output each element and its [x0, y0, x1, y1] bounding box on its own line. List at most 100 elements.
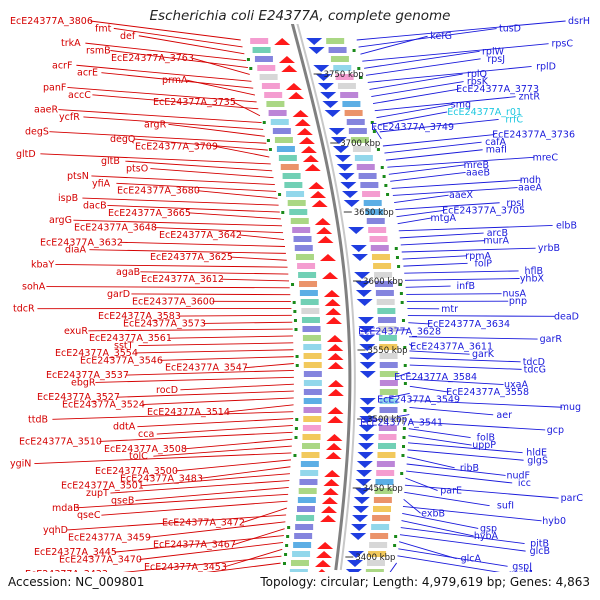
left-gene-label[interactable]: EcE24377A_3459 — [68, 532, 151, 543]
right-gene-label[interactable]: mafI — [486, 145, 507, 156]
right-gene-label[interactable]: aaeX — [449, 190, 473, 201]
right-gene-label[interactable]: mreC — [533, 152, 559, 163]
right-gene-label[interactable]: elbB — [556, 220, 577, 231]
right-gene-label[interactable]: parC — [561, 493, 584, 504]
right-gene-label[interactable]: yrbB — [538, 243, 560, 254]
left-gene-label[interactable]: EcE24377A_3445 — [34, 547, 117, 558]
left-gene-label[interactable]: EcE24377A_3632 — [40, 237, 123, 248]
right-gene-label[interactable]: EcE24377A_3584 — [394, 372, 477, 383]
left-gene-label[interactable]: EcE24377A_3470 — [59, 554, 142, 565]
right-gene-label[interactable]: folP — [474, 258, 492, 269]
right-gene-label[interactable]: deaD — [554, 311, 579, 322]
right-gene-label[interactable]: arcB — [487, 228, 508, 239]
left-gene-label[interactable]: EcE24377A_3508 — [104, 444, 187, 455]
left-gene-label[interactable]: ispB — [58, 193, 78, 204]
right-gene-label[interactable]: mdh — [520, 175, 541, 186]
left-gene-label[interactable]: EcE24377A_3583 — [98, 311, 181, 322]
left-gene-label[interactable]: EcE24377A_3680 — [117, 186, 200, 197]
right-gene-label[interactable]: pnp — [509, 296, 527, 307]
right-gene-label[interactable]: rpmA — [465, 251, 491, 262]
left-gene-label[interactable]: EcE24377A_3625 — [150, 252, 233, 263]
right-gene-label[interactable]: smg — [451, 99, 471, 110]
right-gene-label[interactable]: zntR — [519, 92, 541, 103]
right-gene-label[interactable]: mug — [560, 402, 581, 413]
left-gene-label[interactable]: agaB — [116, 267, 140, 278]
right-gene-label[interactable]: hflB — [524, 266, 543, 277]
left-gene-label[interactable]: EcE24377A_3514 — [147, 407, 230, 418]
left-gene-label[interactable]: zupT — [86, 488, 109, 499]
left-gene-label[interactable]: rocD — [156, 385, 178, 396]
left-gene-label[interactable]: EcE24377A_3546 — [80, 355, 163, 366]
right-gene-label[interactable]: nudF — [506, 470, 530, 481]
right-gene-label[interactable]: glgS — [527, 455, 548, 466]
right-gene-label[interactable]: tdcD — [523, 357, 545, 368]
left-gene-label[interactable]: dacB — [83, 200, 107, 211]
left-gene-label[interactable]: degS — [25, 127, 49, 138]
left-gene-label[interactable]: yqhD — [43, 525, 68, 536]
left-gene-label[interactable]: EcE24377A_3573 — [123, 318, 206, 329]
left-gene-label[interactable]: sstT — [114, 341, 134, 352]
left-gene-label[interactable]: yfiA — [92, 178, 111, 189]
left-gene-label[interactable]: EcE24377A_3648 — [74, 223, 157, 234]
right-gene-label[interactable]: EcE24377A_3736 — [492, 130, 575, 141]
left-gene-label[interactable]: kbaY — [31, 259, 54, 270]
right-gene-label[interactable]: rpsK — [467, 77, 489, 88]
left-gene-label[interactable]: qseC — [77, 510, 101, 521]
right-gene-label[interactable]: rrfC — [505, 114, 523, 125]
left-gene-label[interactable]: degQ — [110, 134, 135, 145]
left-gene-label[interactable]: diaA — [65, 245, 86, 256]
left-gene-label[interactable]: def — [120, 31, 136, 42]
right-gene-label[interactable]: infB — [456, 281, 475, 292]
left-gene-label[interactable]: gltD — [16, 149, 36, 160]
left-gene-label[interactable]: ddtA — [113, 422, 136, 433]
left-gene-label[interactable]: tolC — [129, 451, 148, 462]
left-gene-label[interactable]: aaeR — [34, 105, 58, 116]
left-gene-label[interactable]: EcE24377A_3554 — [55, 348, 138, 359]
left-gene-label[interactable]: prmA — [162, 75, 188, 86]
right-gene-label[interactable]: tusD — [499, 24, 521, 35]
right-gene-label[interactable]: glcA — [461, 554, 482, 565]
right-gene-label[interactable]: EcE24377A_3628 — [358, 327, 441, 338]
right-gene-label[interactable]: uppP — [472, 440, 496, 451]
left-gene-label[interactable]: ygiN — [10, 459, 31, 470]
right-gene-label[interactable]: exbB — [421, 508, 445, 519]
left-gene-label[interactable]: EcE24377A_3472 — [162, 518, 245, 529]
right-gene-label[interactable]: EcE24377A_r01 — [447, 107, 522, 118]
left-gene-label[interactable]: EcE24377A_3524 — [62, 400, 145, 411]
left-gene-label[interactable]: gltB — [101, 156, 120, 167]
right-gene-label[interactable]: rpsC — [551, 39, 573, 50]
left-gene-label[interactable]: acrE — [77, 68, 98, 79]
right-gene-label[interactable]: sufI — [497, 501, 514, 512]
left-gene-label[interactable]: ebgR — [71, 377, 96, 388]
left-gene-label[interactable]: EcE24377A_3537 — [46, 370, 129, 381]
left-gene-label[interactable]: cca — [138, 429, 154, 440]
left-gene-label[interactable]: EcE24377A_3501 — [61, 481, 144, 492]
right-gene-label[interactable]: hyb0 — [542, 516, 566, 527]
left-gene-label[interactable]: accC — [68, 90, 91, 101]
right-gene-label[interactable]: EcE24377A_3541 — [360, 417, 443, 428]
right-gene-label[interactable]: hybA — [474, 531, 499, 542]
left-gene-label[interactable]: EcE24377A_3500 — [95, 466, 178, 477]
left-gene-label[interactable]: ptsN — [67, 171, 89, 182]
left-gene-label[interactable]: qseB — [111, 495, 134, 506]
right-gene-label[interactable]: rpsJ — [487, 54, 505, 65]
right-gene-label[interactable]: gspJ — [512, 561, 532, 572]
right-gene-label[interactable]: ribB — [460, 463, 479, 474]
left-gene-label[interactable]: argG — [49, 215, 72, 226]
left-gene-label[interactable]: argR — [144, 119, 167, 130]
right-gene-label[interactable]: EcE24377A_3773 — [456, 84, 539, 95]
left-gene-label[interactable]: ycfR — [59, 112, 80, 123]
right-gene-label[interactable]: garR — [540, 334, 563, 345]
left-gene-label[interactable]: EcE24377A_3806 — [10, 16, 93, 27]
left-gene-label[interactable]: tdcR — [13, 304, 35, 315]
right-gene-label[interactable]: aaeA — [518, 183, 542, 194]
right-gene-label[interactable]: hldE — [526, 448, 547, 459]
left-gene-label[interactable]: EcE24377A_3547 — [165, 363, 248, 374]
right-gene-label[interactable]: rpsI — [506, 198, 524, 209]
left-gene-label[interactable]: trkA — [61, 38, 81, 49]
left-gene-label[interactable]: EcE24377A_3483 — [120, 473, 203, 484]
right-gene-label[interactable]: parE — [440, 486, 462, 497]
right-gene-label[interactable]: mtgA — [430, 213, 456, 224]
right-gene-label[interactable]: aer — [496, 410, 512, 421]
right-gene-label[interactable]: uxaA — [504, 380, 528, 391]
